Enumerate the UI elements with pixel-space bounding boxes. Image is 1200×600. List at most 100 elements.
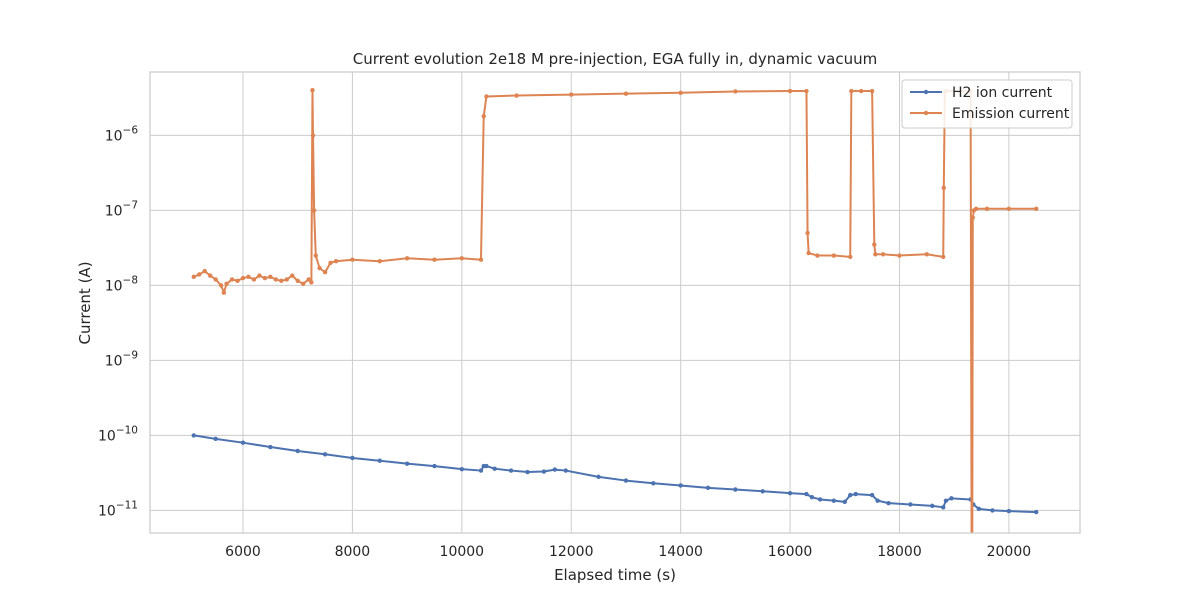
data-point: [849, 88, 854, 94]
data-point: [404, 461, 410, 466]
data-point: [804, 88, 809, 94]
x-axis-ticks: 6000 8000 10000 12000 14000 16000 18000 20000: [225, 544, 1031, 560]
data-point: [279, 278, 284, 284]
data-point: [869, 492, 875, 498]
x-tick-label: 16000: [768, 544, 813, 560]
data-point: [924, 252, 930, 257]
y-tick-label: 10−10: [98, 424, 138, 444]
data-point: [873, 252, 878, 257]
data-point: [350, 455, 355, 461]
data-point: [478, 468, 484, 473]
data-point: [760, 489, 765, 494]
data-point: [943, 498, 949, 503]
data-point: [218, 283, 224, 288]
plot-frame: [149, 71, 1081, 534]
data-point: [478, 257, 484, 262]
data-point: [191, 433, 196, 438]
data-point: [973, 206, 979, 212]
x-tick-label: 14000: [658, 544, 703, 560]
data-point: [262, 275, 268, 281]
data-point: [809, 495, 815, 500]
data-point: [733, 89, 738, 94]
x-axis-label: Elapsed time (s): [554, 566, 676, 584]
legend-items: H2 ion current Emission current: [910, 85, 1070, 122]
data-point: [322, 452, 328, 457]
data-point: [990, 508, 995, 513]
series-1: [191, 88, 1039, 533]
data-point: [1034, 206, 1039, 212]
data-point: [705, 485, 711, 491]
y-tick-label: 10−9: [105, 349, 138, 369]
data-point: [941, 505, 946, 510]
data-point: [623, 91, 629, 96]
data-point: [240, 440, 246, 445]
chart-title: Current evolution 2e18 M pre-injection, …: [353, 50, 877, 68]
data-point: [295, 278, 300, 284]
x-tick-label: 6000: [225, 544, 261, 560]
data-point: [831, 498, 837, 503]
data-point: [678, 483, 683, 488]
legend-label: Emission current: [952, 106, 1070, 122]
data-point: [541, 469, 547, 474]
y-tick-label: 10−7: [105, 199, 138, 219]
data-point: [221, 290, 227, 295]
data-point: [328, 260, 333, 266]
data-point: [525, 469, 530, 475]
data-point: [377, 259, 382, 264]
legend-label: H2 ion current: [952, 85, 1053, 101]
x-tick-label: 10000: [440, 544, 485, 560]
data-point: [941, 254, 946, 260]
data-point: [886, 500, 891, 506]
y-gridlines: [150, 134, 1080, 511]
plot-background: [150, 72, 1080, 533]
data-point: [246, 274, 251, 280]
data-point: [815, 253, 820, 258]
data-point: [552, 467, 558, 472]
data-point: [484, 463, 489, 469]
data-point: [300, 281, 306, 287]
data-point: [268, 274, 273, 280]
data-point: [484, 94, 489, 99]
data-point: [930, 503, 935, 509]
legend-marker: [923, 110, 929, 116]
data-point: [268, 444, 273, 450]
data-point: [806, 250, 811, 256]
y-tick-label: 10−8: [105, 274, 138, 294]
data-point: [432, 257, 437, 262]
data-point: [848, 492, 853, 498]
data-point: [273, 277, 279, 282]
data-point: [284, 277, 289, 282]
data-point: [875, 498, 880, 503]
plot-area: [149, 71, 1081, 534]
series-0: [191, 433, 1039, 515]
data-point: [333, 259, 339, 264]
data-point: [322, 269, 328, 275]
data-point: [817, 497, 823, 502]
data-point: [1034, 509, 1039, 515]
data-point: [251, 277, 257, 282]
y-axis-label: Current (A): [76, 261, 94, 344]
y-tick-label: 10−6: [105, 124, 139, 144]
data-point: [842, 499, 847, 505]
data-point: [313, 253, 318, 258]
data-point: [869, 88, 875, 94]
data-point: [224, 281, 229, 287]
data-point: [787, 490, 793, 496]
x-tick-label: 8000: [335, 544, 371, 560]
data-point: [970, 215, 975, 220]
legend-box: [901, 79, 1073, 129]
data-point: [1006, 206, 1012, 212]
data-point: [295, 448, 300, 454]
data-point: [377, 458, 382, 463]
data-point: [1006, 508, 1012, 514]
data-point: [197, 272, 202, 277]
y-axis-ticks: 10−11 10−10 10−9 10−8 10−7 10−6: [98, 124, 138, 519]
data-point: [651, 481, 656, 486]
data-point: [202, 268, 207, 274]
data-point: [623, 478, 629, 483]
data-point: [350, 257, 355, 262]
data-point: [596, 474, 601, 480]
data-point: [213, 277, 218, 282]
data-point: [848, 254, 853, 260]
data-point: [229, 277, 235, 282]
